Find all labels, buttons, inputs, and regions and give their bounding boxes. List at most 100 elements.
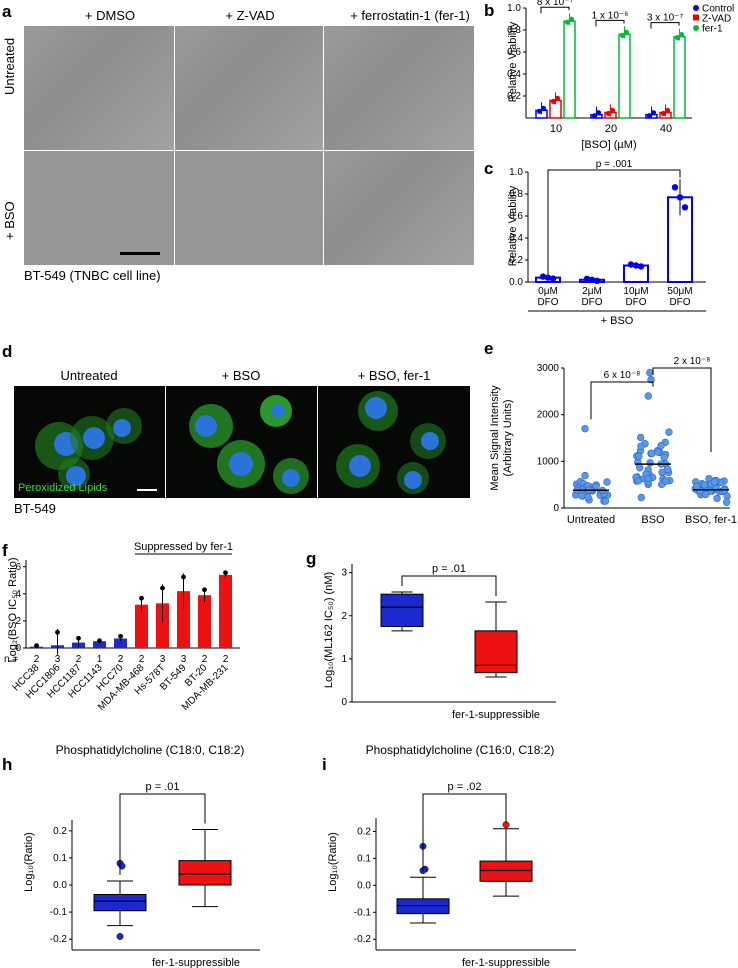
chart-f-point [181,574,186,580]
col-label-zvad: + Z-VAD [225,8,275,23]
panel-letter-e: e [484,339,493,358]
chart-f: f Log₂(BSO IC₅₀ Ratio) 0 2 4 6 n = 2 3 2 1 2 2 3 3 2… [2,541,240,710]
chart-e-point [644,392,652,400]
chart-c-ylabel: Relative Viability [507,185,519,266]
caption-a: BT-549 (TNBC cell line) [24,268,161,283]
chart-i-ytick-label: 0.0 [357,880,371,891]
col-label-d-untreated: Untreated [60,368,118,383]
micrograph-bso-dmso [24,151,174,265]
chart-f-bar [198,595,211,648]
chart-b-ytick-label: 0.8 [507,25,521,36]
chart-c-point [588,276,596,283]
chart-b-ytick-label: 1.0 [507,3,521,14]
chart-f-ytick-label: 4 [15,589,21,600]
chart-e-pvalue: 6 x 10⁻⁸ [604,370,641,381]
chart-b-point [568,16,575,22]
chart-e-point [644,474,652,483]
chart-g-bracket [401,575,497,596]
chart-b-point [674,35,681,41]
chart-c-category: DFO [625,297,646,308]
chart-g-ytick-label: 3 [341,568,347,579]
chart-f-ylabel: Log₂(BSO IC₅₀ Ratio) [7,558,19,663]
chart-i-ytick-label: -0.1 [354,907,372,918]
chart-c-point [676,194,684,201]
chart-e-point [647,375,655,384]
chart-h: h Phosphatidylcholine (C18:0, C18:2) Log… [2,743,260,968]
chart-e: e Mean Signal Intensity (Arbitrary Units… [484,339,737,526]
chart-b-point [664,107,671,114]
chart-g-ylabel: Log₁₀(ML162 IC₅₀) (nM) [323,572,335,688]
chart-h-outlier [116,933,124,940]
chart-f-bar [135,604,148,648]
chart-c-category: 2μM [582,286,602,297]
chart-h-ytick-label: 0.1 [53,853,67,864]
chart-c-point [632,262,640,269]
chart-e-point [722,498,731,506]
chart-b-point [540,105,547,111]
chart-c-category: 0μM [538,286,558,297]
chart-b-bracket [595,19,625,27]
panel-letter-a: a [2,2,12,21]
col-label-dmso: + DMSO [84,8,136,23]
chart-e-point [660,453,668,462]
chart-f-point [97,638,102,644]
chart-g-pvalue: p = .01 [432,563,466,575]
chart-b-legend-marker [693,14,699,21]
chart-b-point [550,98,557,104]
chart-c-point [681,204,689,211]
panel-letter-g: g [306,550,316,568]
chart-f-point [118,633,123,639]
chart-e-ytick-label: 2000 [537,410,560,421]
chart-e-point [663,465,672,473]
micrograph-untreated-dmso [24,26,174,150]
chart-e-point [634,477,643,485]
chart-c-ytick-label: 0.2 [509,255,523,266]
chart-e-ylabel2: (Arbitrary Units) [502,399,514,476]
micrograph-untreated-zvad [175,26,323,150]
chart-b-legend-label: fer-1 [702,24,723,35]
chart-b-point [678,31,685,38]
chart-b-ytick-label: 0.4 [507,69,521,80]
chart-f-n-value: 3 [55,654,61,665]
chart-i: i Phosphatidylcholine (C16:0, C18:2) Log… [322,743,576,968]
chart-b-point [536,108,543,114]
chart-f-ytick-label: 6 [15,562,21,573]
chart-c-ytick-label: 1.0 [509,167,523,178]
chart-c-point [637,263,645,270]
chart-b-pvalue: 1 x 10⁻⁶ [592,10,629,21]
chart-b-point [619,32,626,39]
chart-c-point [544,274,552,281]
col-label-d-bso: + BSO [221,368,261,383]
chart-i-xlabel: fer-1-suppressible [462,957,550,968]
chart-c-point [671,184,679,191]
chart-b-point [650,110,657,116]
chart-e-point [584,493,592,501]
chart-e-ytick-label: 1000 [537,456,560,467]
chart-e-point [646,459,654,467]
chart-b: b Relative Viability 0.2 0.4 0.6 0.8 1.0 10 2… [484,0,734,151]
chart-f-ytick-label: 0 [15,643,21,654]
scale-bar-d [137,489,157,491]
chart-b-xlabel: [BSO] (µM) [581,139,636,151]
chart-e-bracket [652,367,712,452]
chart-f-n-value: 2 [223,654,229,665]
chart-b-legend-label: Z-VAD [702,14,731,25]
chart-b-ylabel: Relative Viability [507,21,519,102]
col-label-fer1: + ferrostatin-1 (fer-1) [350,8,470,23]
chart-e-ytick-label: 0 [553,503,559,514]
chart-e-pvalue: 2 x 10⁻⁸ [674,356,711,367]
chart-f-point [34,643,39,648]
panel-letter-c: c [484,159,493,178]
chart-e-point [635,452,643,460]
chart-g-ytick-label: 0 [341,697,347,708]
chart-f-n-value: 2 [139,654,145,665]
fluorescence-bso-fer1 [318,386,470,498]
chart-c-xlabel: + BSO [601,315,634,327]
chart-b-point [623,29,630,35]
chart-b-legend-marker [693,5,699,11]
chart-f-n-label: n = [4,654,18,665]
chart-b-point [595,110,602,116]
chart-b-point [605,110,612,117]
chart-e-category: BSO, fer-1 [685,514,737,526]
chart-b-legend-label: Control [702,4,734,15]
